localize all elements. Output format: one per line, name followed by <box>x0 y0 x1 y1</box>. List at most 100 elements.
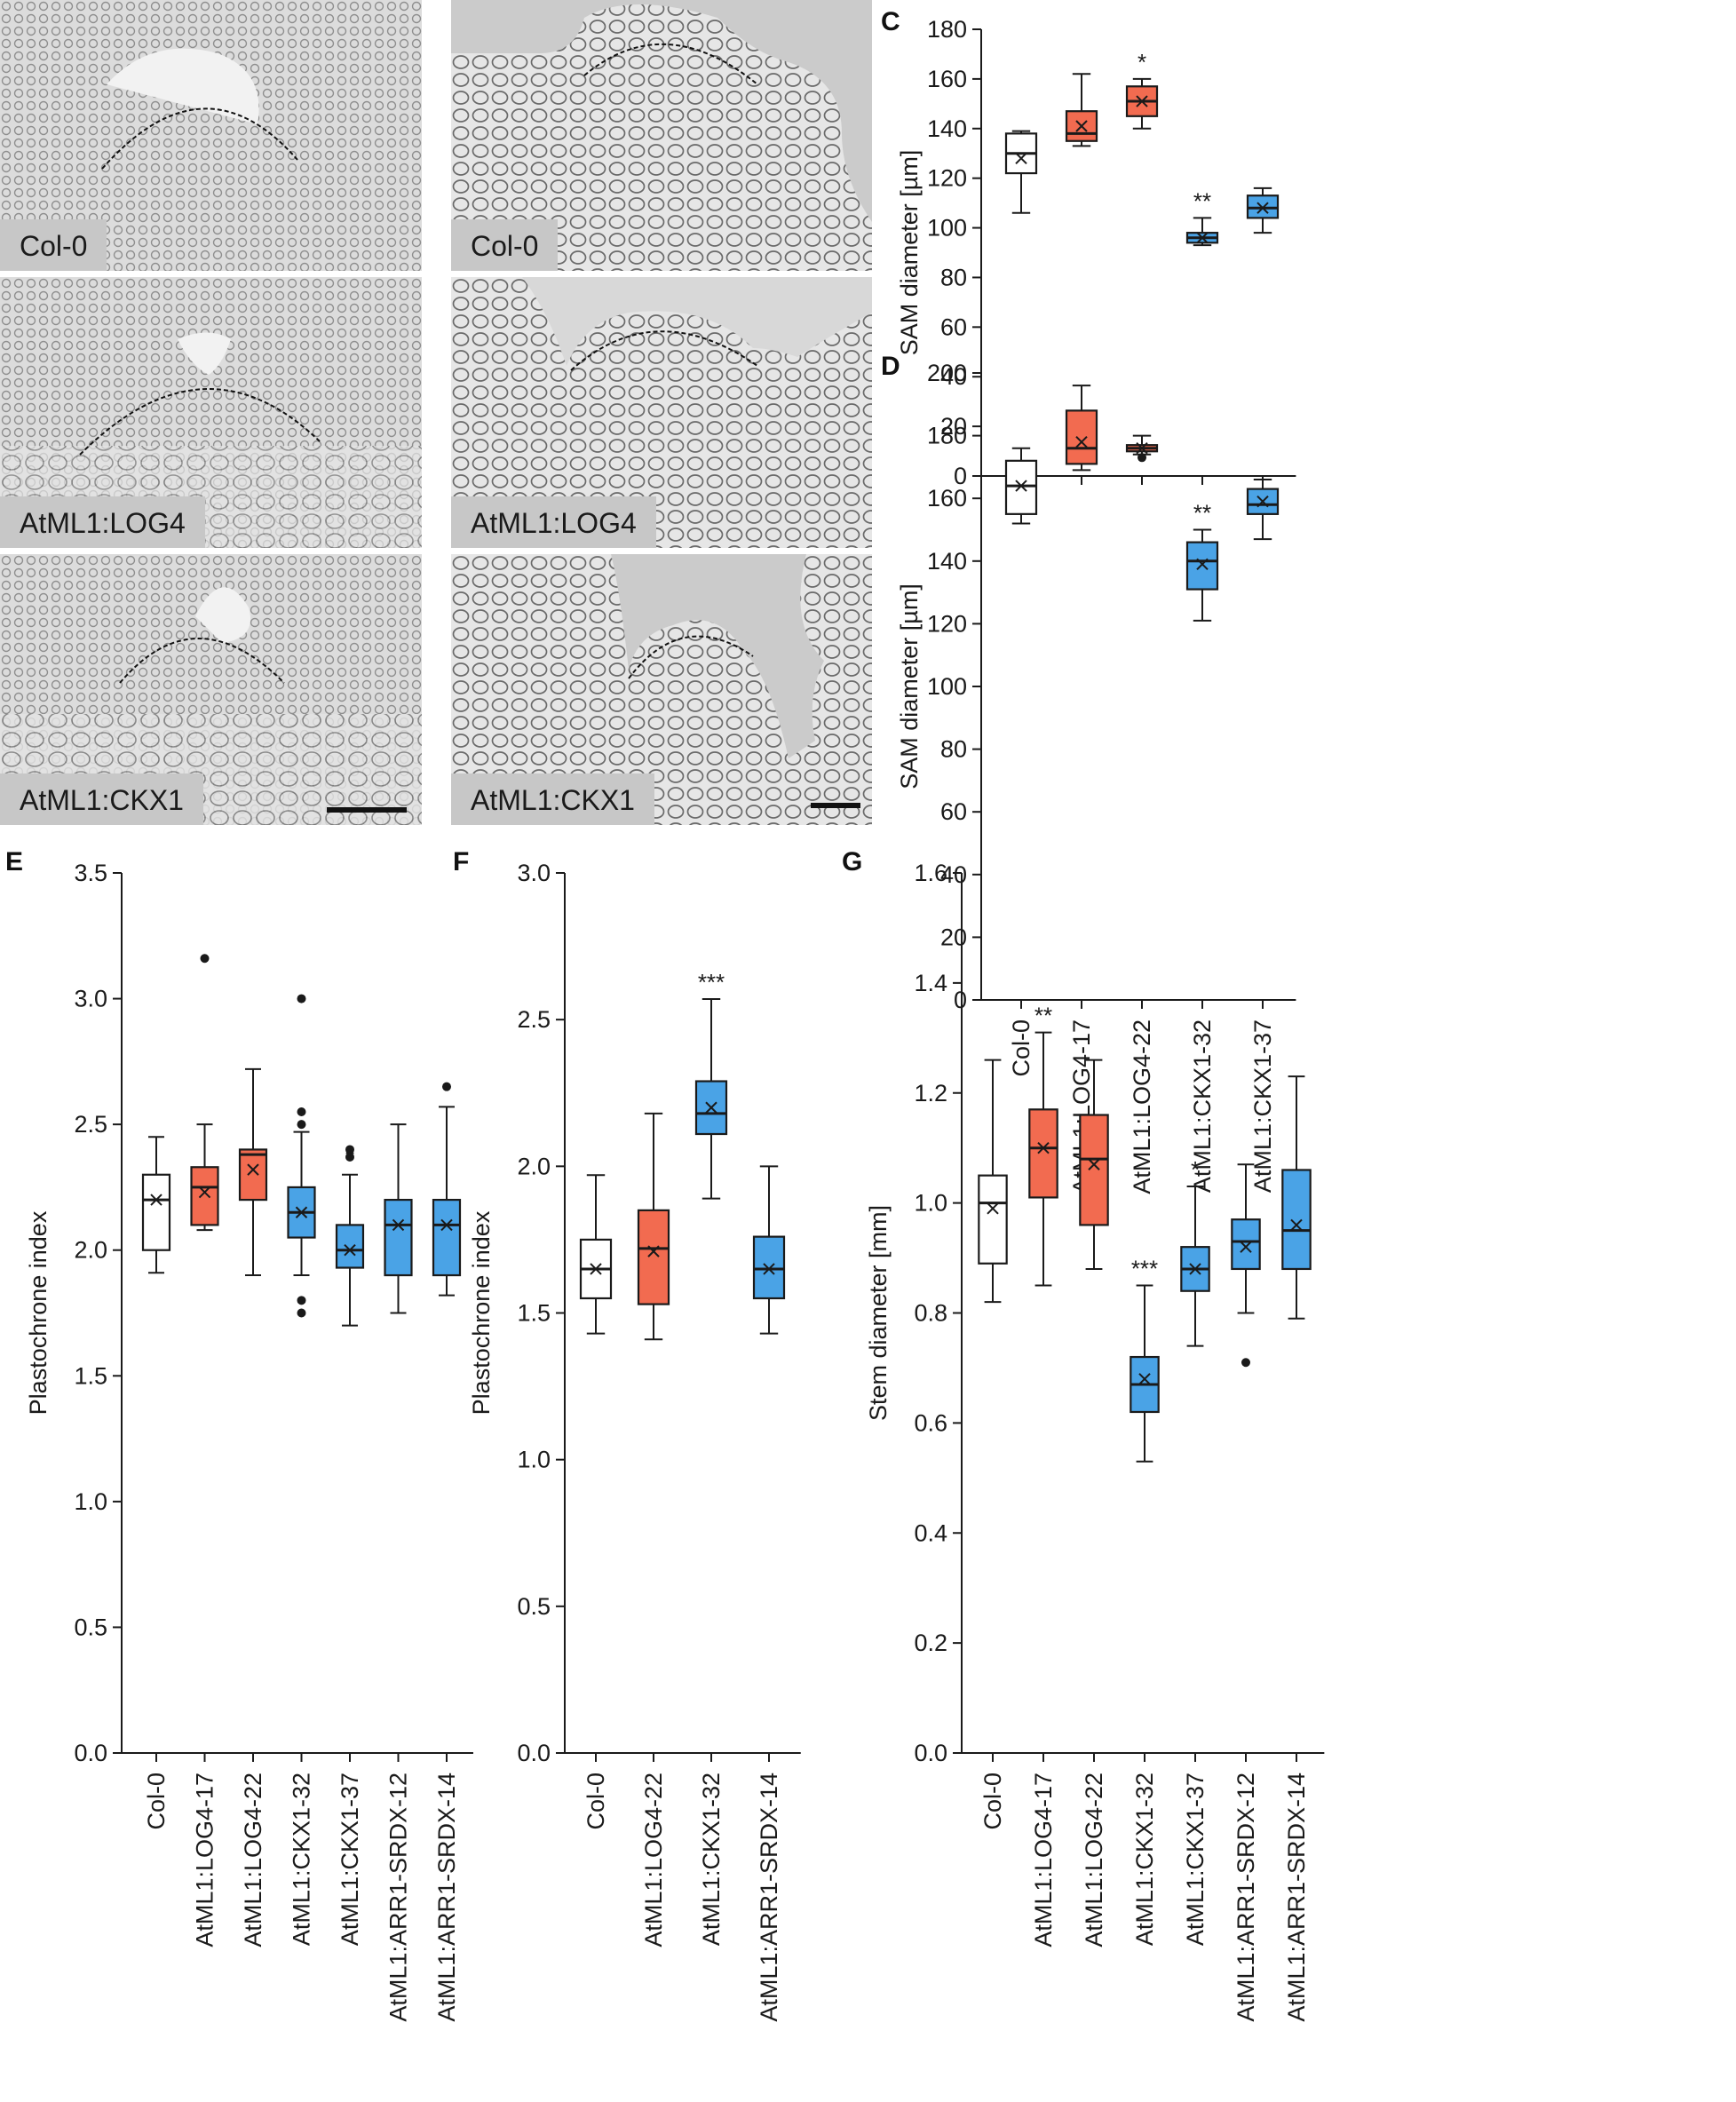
mean-marker <box>1256 202 1269 214</box>
y-tick-label: 0.0 <box>74 1740 107 1766</box>
y-tick-label: 60 <box>940 798 967 825</box>
micrograph-label: AtML1:LOG4 <box>0 496 205 548</box>
panel-letter-F: F <box>453 847 470 876</box>
y-tick-label: 80 <box>940 264 967 290</box>
y-tick-label: 3.0 <box>517 860 551 886</box>
y-tick-label: 2.0 <box>517 1153 551 1179</box>
y-tick-label: 1.0 <box>74 1488 107 1515</box>
y-tick-label: 160 <box>927 485 967 512</box>
mean-marker <box>763 1263 775 1275</box>
x-tick-label: Col-0 <box>979 1773 1006 1830</box>
x-tick-label: AtML1:ARR1-SRDX-12 <box>385 1773 412 2022</box>
outlier-point <box>1138 453 1146 463</box>
y-tick-label: 2.0 <box>74 1237 107 1264</box>
meristem-outline <box>570 330 758 371</box>
outlier-point <box>345 1145 354 1154</box>
meristem-outline <box>101 107 298 170</box>
y-tick-label: 40 <box>940 363 967 390</box>
meristem-outline <box>79 388 321 456</box>
micrograph-a-log4: AtML1:LOG4 <box>0 277 422 548</box>
y-tick-label: 1.0 <box>914 1190 947 1217</box>
significance-label: * <box>1138 49 1146 75</box>
y-tick-label: 80 <box>940 736 967 763</box>
x-tick-label: AtML1:CKX1-32 <box>289 1773 315 1946</box>
lumen <box>107 48 259 124</box>
y-tick-label: 1.6 <box>914 860 947 886</box>
y-tick-label: 1.4 <box>914 970 947 996</box>
y-tick-label: 0.8 <box>914 1300 947 1327</box>
mean-marker <box>247 1163 259 1176</box>
lumen <box>178 332 231 375</box>
background-region <box>611 554 824 758</box>
x-tick-label: Col-0 <box>583 1773 609 1830</box>
background-region <box>522 277 872 366</box>
tissue-texture <box>0 277 422 548</box>
y-axis-label: SAM diameter [µm] <box>896 583 923 789</box>
y-tick-label: 120 <box>927 610 967 637</box>
meristem-outline <box>583 44 758 85</box>
x-tick-label: AtML1:CKX1-32 <box>1189 1019 1216 1193</box>
mean-marker <box>705 1101 717 1114</box>
x-tick-label: AtML1:LOG4-17 <box>1030 1773 1057 1947</box>
box-AtML1:LOG4-17 <box>190 1166 219 1226</box>
y-tick-label: 200 <box>927 360 967 386</box>
mean-marker <box>392 1218 405 1232</box>
y-tick-label: 3.0 <box>74 986 107 1012</box>
y-tick-label: 3.5 <box>74 860 107 886</box>
micrograph-a-col0: Col-0 <box>0 0 422 271</box>
y-axis-label: Plastochrone index <box>468 1210 495 1415</box>
scale-bar <box>811 803 860 808</box>
tissue-texture <box>0 554 422 825</box>
mean-marker <box>1075 120 1088 132</box>
box-AtML1:ARR1-SRDX-14 <box>1281 1169 1312 1271</box>
micrograph-label: AtML1:CKX1 <box>0 773 203 825</box>
box-AtML1:ARR1-SRDX-12 <box>1231 1218 1261 1271</box>
outlier-point <box>297 1120 306 1130</box>
outlier-point <box>345 1152 354 1162</box>
y-tick-label: 160 <box>927 66 967 92</box>
outlier-point <box>442 1082 451 1091</box>
x-tick-label: AtML1:ARR1-SRDX-14 <box>1283 1773 1310 2022</box>
x-tick-label: AtML1:CKX1-32 <box>698 1773 725 1946</box>
x-tick-label: AtML1:LOG4-22 <box>1081 1773 1107 1947</box>
box-Col-0 <box>978 1174 1008 1265</box>
significance-label: ** <box>1193 500 1211 527</box>
meristem-outline <box>119 638 285 684</box>
box-Col-0 <box>1004 459 1038 515</box>
outlier-point <box>297 1107 306 1116</box>
y-tick-label: 2.5 <box>74 1111 107 1138</box>
box-AtML1:LOG4-17 <box>1065 110 1098 142</box>
box-AtML1:ARR1-SRDX-12 <box>384 1198 413 1277</box>
x-tick-label: AtML1:CKX1-37 <box>1249 1019 1276 1193</box>
mean-marker <box>590 1263 602 1275</box>
x-tick-label: AtML1:LOG4-17 <box>192 1773 218 1947</box>
y-tick-label: 100 <box>927 215 967 242</box>
micrograph-label: Col-0 <box>451 219 559 271</box>
y-tick-label: 60 <box>940 313 967 340</box>
x-tick-label: Col-0 <box>143 1773 170 1830</box>
y-tick-label: 20 <box>940 413 967 440</box>
micrograph-b-log4: AtML1:LOG4 <box>451 277 872 548</box>
y-tick-label: 140 <box>927 548 967 575</box>
y-tick-label: 0 <box>954 987 967 1013</box>
mean-marker <box>1015 152 1027 165</box>
mean-marker <box>440 1218 453 1232</box>
mean-marker <box>1136 442 1148 455</box>
x-tick-label: AtML1:ARR1-SRDX-12 <box>1233 1773 1259 2022</box>
x-tick-label: AtML1:CKX1-37 <box>1182 1773 1209 1946</box>
box-AtML1:CKX1-37 <box>335 1224 365 1269</box>
y-tick-label: 1.5 <box>74 1362 107 1389</box>
y-tick-label: 0.2 <box>914 1630 947 1656</box>
y-tick-label: 0.6 <box>914 1409 947 1436</box>
significance-label: *** <box>698 969 725 995</box>
x-tick-label: AtML1:LOG4-22 <box>1129 1019 1155 1194</box>
box-AtML1:ARR1-SRDX-14 <box>432 1198 462 1277</box>
y-tick-label: 140 <box>927 115 967 142</box>
background-region <box>451 0 872 222</box>
panel-letter-G: G <box>842 847 863 876</box>
mean-marker <box>647 1245 660 1257</box>
micrograph-a-ckx1: AtML1:CKX1 <box>0 554 422 825</box>
y-tick-label: 1.5 <box>517 1300 551 1327</box>
mean-marker <box>1136 95 1148 107</box>
